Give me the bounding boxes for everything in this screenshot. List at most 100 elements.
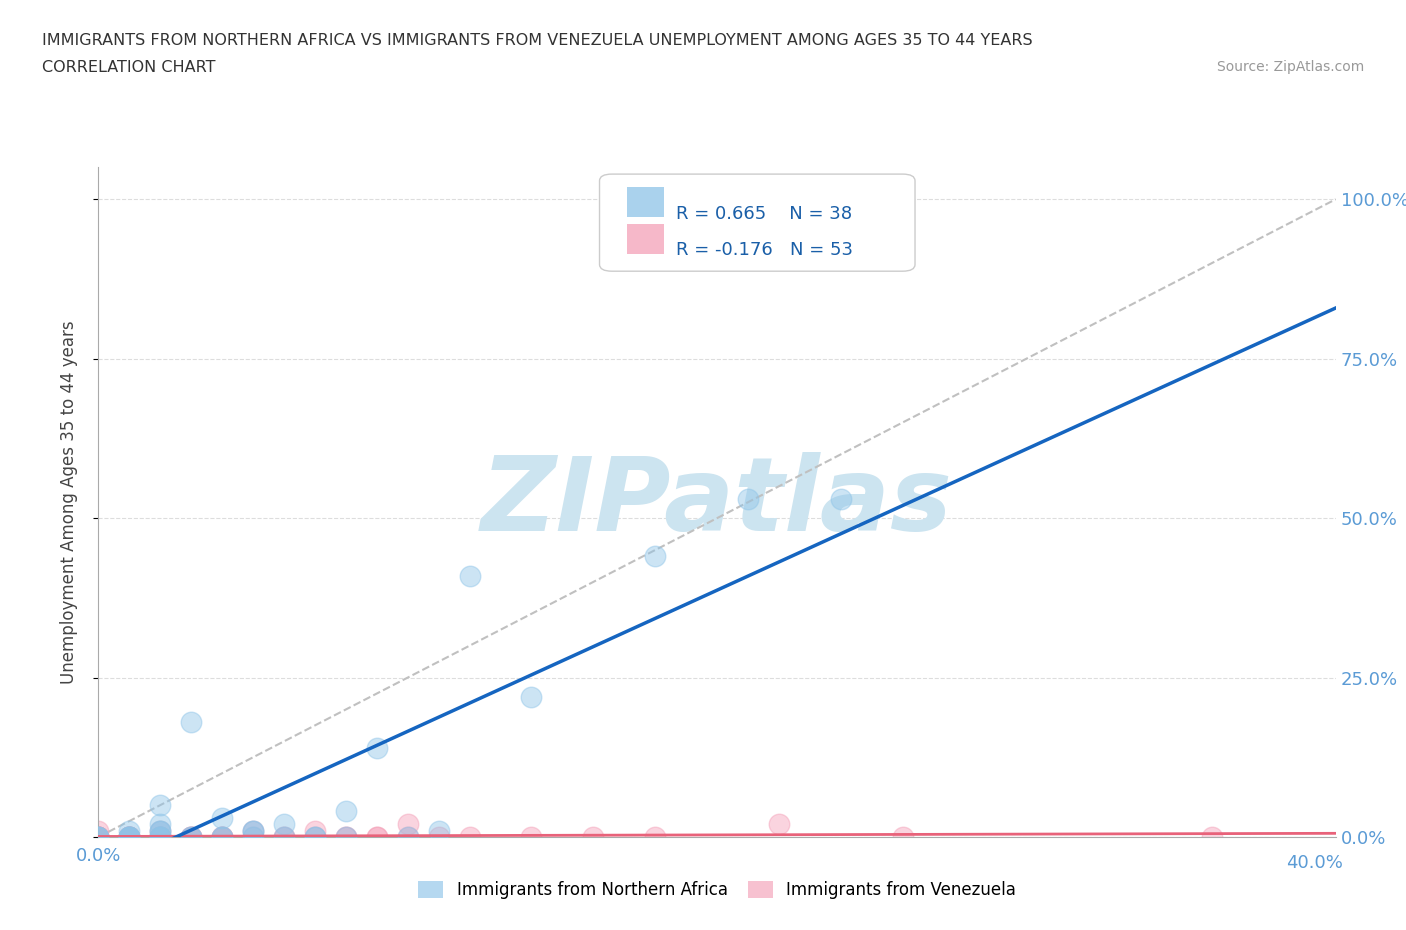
Point (87, 830, 110, 844)
Point (304, 830, 326, 844)
Point (118, 823, 141, 838)
Point (180, 830, 202, 844)
Point (149, 823, 172, 838)
Point (211, 830, 233, 844)
Point (242, 823, 264, 838)
Point (87, 830, 110, 844)
Point (520, 830, 543, 844)
Point (335, 804, 357, 819)
Point (149, 817, 172, 831)
Point (273, 830, 295, 844)
Bar (627, 187, 664, 217)
Point (458, 830, 481, 844)
Point (149, 830, 172, 844)
Point (768, 817, 790, 831)
Point (149, 823, 172, 838)
Point (118, 830, 141, 844)
Point (211, 830, 233, 844)
Point (211, 830, 233, 844)
Legend: Immigrants from Northern Africa, Immigrants from Venezuela: Immigrants from Northern Africa, Immigra… (412, 874, 1022, 906)
Point (118, 830, 141, 844)
Point (180, 830, 202, 844)
Point (242, 823, 264, 838)
Point (335, 830, 357, 844)
Point (273, 830, 295, 844)
Point (87, 830, 110, 844)
Point (87, 830, 110, 844)
Bar (627, 224, 664, 255)
Point (87, 830, 110, 844)
Point (427, 830, 450, 844)
Point (396, 830, 419, 844)
Point (211, 830, 233, 844)
Point (180, 715, 202, 730)
Point (427, 823, 450, 838)
Point (180, 830, 202, 844)
Point (149, 830, 172, 844)
Point (87, 830, 110, 844)
Point (118, 830, 141, 844)
Point (118, 830, 141, 844)
Point (737, 492, 759, 507)
Point (87, 823, 110, 838)
Point (149, 798, 172, 813)
Point (582, 830, 605, 844)
Point (149, 830, 172, 844)
Text: R = 0.665    N = 38: R = 0.665 N = 38 (676, 205, 852, 223)
Text: 40.0%: 40.0% (1286, 854, 1343, 871)
FancyBboxPatch shape (599, 174, 915, 272)
Point (87, 830, 110, 844)
Point (891, 830, 914, 844)
Point (242, 830, 264, 844)
Point (118, 830, 141, 844)
Point (211, 830, 233, 844)
Point (149, 830, 172, 844)
Point (149, 830, 172, 844)
Point (366, 740, 388, 755)
Point (149, 830, 172, 844)
Point (242, 823, 264, 838)
Point (273, 830, 295, 844)
Point (180, 830, 202, 844)
Point (304, 823, 326, 838)
Point (87, 830, 110, 844)
Point (87, 830, 110, 844)
Point (149, 830, 172, 844)
Point (335, 830, 357, 844)
Point (149, 830, 172, 844)
Point (149, 823, 172, 838)
Point (366, 830, 388, 844)
Y-axis label: Unemployment Among Ages 35 to 44 years: Unemployment Among Ages 35 to 44 years (59, 321, 77, 684)
Point (87, 830, 110, 844)
Point (118, 830, 141, 844)
Point (242, 830, 264, 844)
Point (118, 830, 141, 844)
Point (118, 830, 141, 844)
Point (1201, 830, 1223, 844)
Point (644, 830, 666, 844)
Point (273, 817, 295, 831)
Text: Source: ZipAtlas.com: Source: ZipAtlas.com (1216, 60, 1364, 74)
Point (830, 492, 852, 507)
Point (118, 830, 141, 844)
Text: IMMIGRANTS FROM NORTHERN AFRICA VS IMMIGRANTS FROM VENEZUELA UNEMPLOYMENT AMONG : IMMIGRANTS FROM NORTHERN AFRICA VS IMMIG… (42, 33, 1033, 47)
Point (366, 830, 388, 844)
Point (211, 830, 233, 844)
Point (396, 817, 419, 831)
Point (520, 689, 543, 704)
Point (149, 830, 172, 844)
Text: CORRELATION CHART: CORRELATION CHART (42, 60, 215, 75)
Point (396, 830, 419, 844)
Point (644, 549, 666, 564)
Point (211, 810, 233, 825)
Point (118, 830, 141, 844)
Point (304, 830, 326, 844)
Point (180, 830, 202, 844)
Point (118, 830, 141, 844)
Point (335, 830, 357, 844)
Point (149, 830, 172, 844)
Text: R = -0.176   N = 53: R = -0.176 N = 53 (676, 241, 853, 259)
Point (180, 830, 202, 844)
Text: ZIPatlas: ZIPatlas (481, 452, 953, 552)
Point (87, 830, 110, 844)
